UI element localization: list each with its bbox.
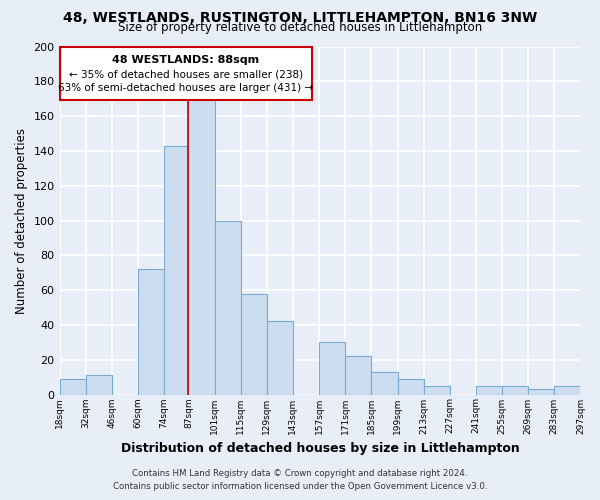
Bar (502, 386, 528, 394)
Text: Size of property relative to detached houses in Littlehampton: Size of property relative to detached ho… (118, 21, 482, 34)
Text: ← 35% of detached houses are smaller (238): ← 35% of detached houses are smaller (23… (68, 70, 302, 80)
Bar (371, 372, 398, 394)
Bar (86, 376, 112, 394)
X-axis label: Distribution of detached houses by size in Littlehampton: Distribution of detached houses by size … (121, 442, 520, 455)
Text: 48, WESTLANDS, RUSTINGTON, LITTLEHAMPTON, BN16 3NW: 48, WESTLANDS, RUSTINGTON, LITTLEHAMPTON… (63, 11, 537, 25)
Bar (319, 342, 345, 394)
Bar (59, 46, 311, 100)
Bar (528, 390, 554, 394)
Bar (424, 386, 450, 394)
Bar (554, 386, 581, 394)
Y-axis label: Number of detached properties: Number of detached properties (15, 128, 28, 314)
Bar (59, 379, 86, 394)
Bar (188, 100, 215, 395)
Text: 63% of semi-detached houses are larger (431) →: 63% of semi-detached houses are larger (… (58, 84, 313, 94)
Bar (215, 220, 241, 394)
Bar (345, 356, 371, 395)
Bar (164, 146, 188, 394)
Text: Contains HM Land Registry data © Crown copyright and database right 2024.
Contai: Contains HM Land Registry data © Crown c… (113, 469, 487, 491)
Text: 48 WESTLANDS: 88sqm: 48 WESTLANDS: 88sqm (112, 56, 259, 66)
Bar (138, 269, 164, 394)
Bar (398, 379, 424, 394)
Bar (476, 386, 502, 394)
Bar (241, 294, 267, 394)
Bar (267, 322, 293, 394)
